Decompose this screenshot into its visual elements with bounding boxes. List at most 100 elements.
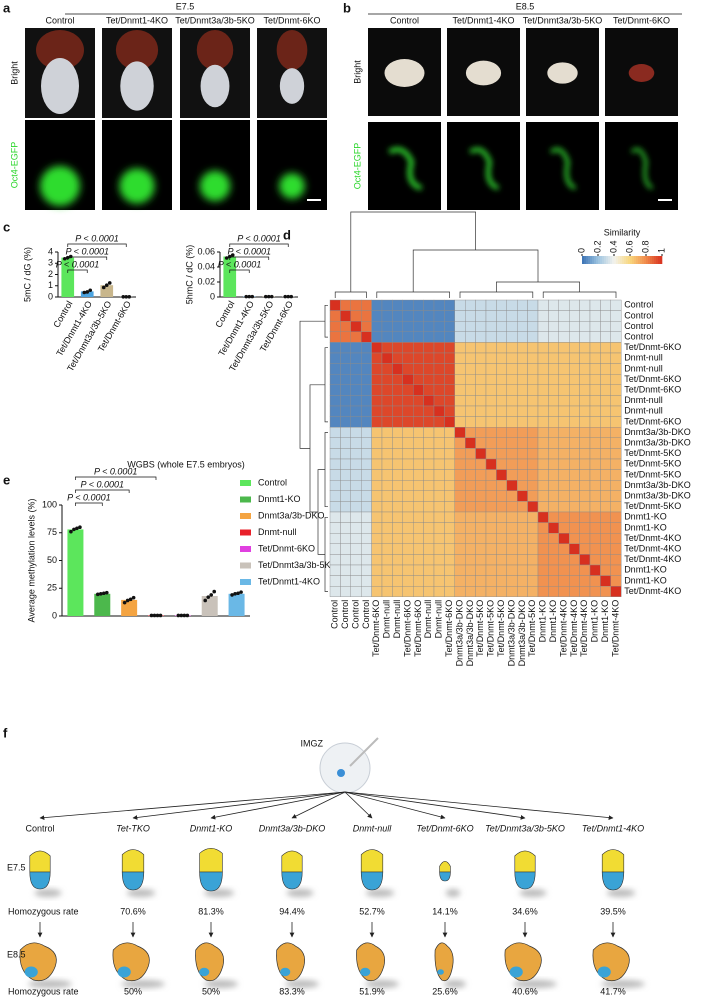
heatmap-cell: [402, 374, 414, 386]
arrow: [132, 791, 346, 820]
heatmap-cell: [465, 321, 476, 333]
heatmap-cell: [548, 501, 560, 513]
heatmap-cell: [444, 448, 455, 460]
heatmap-cell: [548, 575, 560, 587]
heatmap-cell: [371, 554, 383, 566]
data-point: [128, 597, 133, 602]
heatmap-cell: [361, 448, 372, 460]
arrow: [291, 791, 346, 819]
heatmap-cell: [350, 352, 362, 364]
heatmap-cell: [402, 586, 414, 598]
panel-label: f: [3, 725, 8, 740]
heatmap-cell: [340, 395, 351, 407]
heatmap-cell: [423, 480, 435, 492]
data-point: [125, 598, 130, 603]
heatmap-cell: [361, 363, 372, 375]
heatmap-cell: [350, 448, 362, 460]
data-point: [263, 294, 268, 299]
heatmap-cell: [600, 352, 612, 364]
y-tick-label: 25: [47, 583, 57, 593]
heatmap-cell: [465, 310, 476, 322]
homozygous-rate: 83.3%: [279, 986, 305, 996]
embryo-shadow: [204, 980, 238, 988]
heatmap-cell: [537, 480, 549, 492]
data-point: [247, 294, 252, 299]
heatmap-cell: [371, 331, 383, 343]
embryo-extraembryonic: [601, 871, 625, 891]
colorbar-step: [592, 256, 595, 264]
heatmap-cell: [517, 437, 528, 449]
heatmap-cell: [548, 511, 560, 523]
heatmap-cell: [350, 299, 362, 311]
heatmap-cell: [465, 384, 476, 396]
dendrogram: [324, 432, 328, 508]
heatmap-cell: [392, 405, 403, 417]
heatmap-cell: [610, 448, 622, 460]
heatmap-cell: [558, 480, 570, 492]
heatmap-cell: [548, 437, 560, 449]
heatmap-cell: [548, 352, 560, 364]
heatmap-cell: [589, 511, 601, 523]
heatmap-cell: [340, 480, 351, 492]
heatmap-cell: [579, 437, 591, 449]
heatmap-cell: [371, 299, 383, 311]
heatmap-cell: [413, 490, 424, 502]
image-panel: [447, 122, 520, 210]
heatmap-cell: [371, 458, 383, 470]
heatmap-cell: [548, 363, 560, 375]
heatmap-cell: [579, 321, 591, 333]
heatmap-cell: [361, 458, 372, 470]
column-label: Tet/Dnmt1-4KO: [452, 15, 514, 25]
heatmap-cell: [579, 363, 591, 375]
heatmap-cell: [402, 448, 414, 460]
heatmap-cell: [381, 331, 393, 343]
heatmap-cell: [340, 299, 351, 311]
heatmap-cell: [485, 374, 497, 386]
heatmap-cell: [485, 352, 497, 364]
heatmap-cell: [506, 501, 518, 513]
bar: [80, 291, 94, 297]
heatmap-cell: [423, 554, 435, 566]
heatmap-cell: [610, 416, 622, 428]
heatmap-cell: [413, 564, 424, 576]
heatmap-cell: [381, 395, 393, 407]
p-value: P < 0.0001: [56, 259, 99, 269]
embryo-epiblast: [439, 861, 451, 873]
row-label: Tet/Dnmt-4KO: [624, 543, 681, 553]
heatmap-cell: [600, 575, 612, 587]
heatmap-cell: [589, 405, 601, 417]
heatmap-cell: [454, 554, 466, 566]
heatmap-cell: [485, 511, 497, 523]
panel-label: c: [3, 219, 10, 234]
colorbar-step: [628, 256, 631, 264]
heatmap-cell: [537, 342, 549, 354]
heatmap-cell: [465, 437, 476, 449]
heatmap-cell: [413, 374, 424, 386]
heatmap-cell: [423, 501, 435, 513]
dendrogram: [412, 249, 539, 292]
heatmap-cell: [506, 416, 518, 428]
heatmap-cell: [548, 543, 560, 555]
colorbar-step: [652, 256, 655, 264]
colorbar-step: [648, 256, 651, 264]
heatmap-cell: [329, 437, 341, 449]
heatmap-cell: [537, 405, 549, 417]
heatmap-cell: [558, 501, 570, 513]
heatmap-cell: [350, 416, 362, 428]
rate-label: Homozygous rate: [8, 986, 79, 996]
heatmap-cell: [475, 310, 487, 322]
heatmap-cell: [444, 533, 455, 545]
heatmap-cell: [413, 458, 424, 470]
heatmap-cell: [517, 564, 528, 576]
heatmap-cell: [392, 448, 403, 460]
heatmap-cell: [392, 321, 403, 333]
heatmap-cell: [454, 511, 466, 523]
legend-label: Control: [258, 477, 287, 487]
heatmap-cell: [485, 363, 497, 375]
heatmap-cell: [402, 321, 414, 333]
row-label: Dnmt-null: [624, 406, 663, 416]
arrow: [344, 791, 373, 819]
heatmap-cell: [558, 543, 570, 555]
heatmap-cell: [558, 437, 570, 449]
